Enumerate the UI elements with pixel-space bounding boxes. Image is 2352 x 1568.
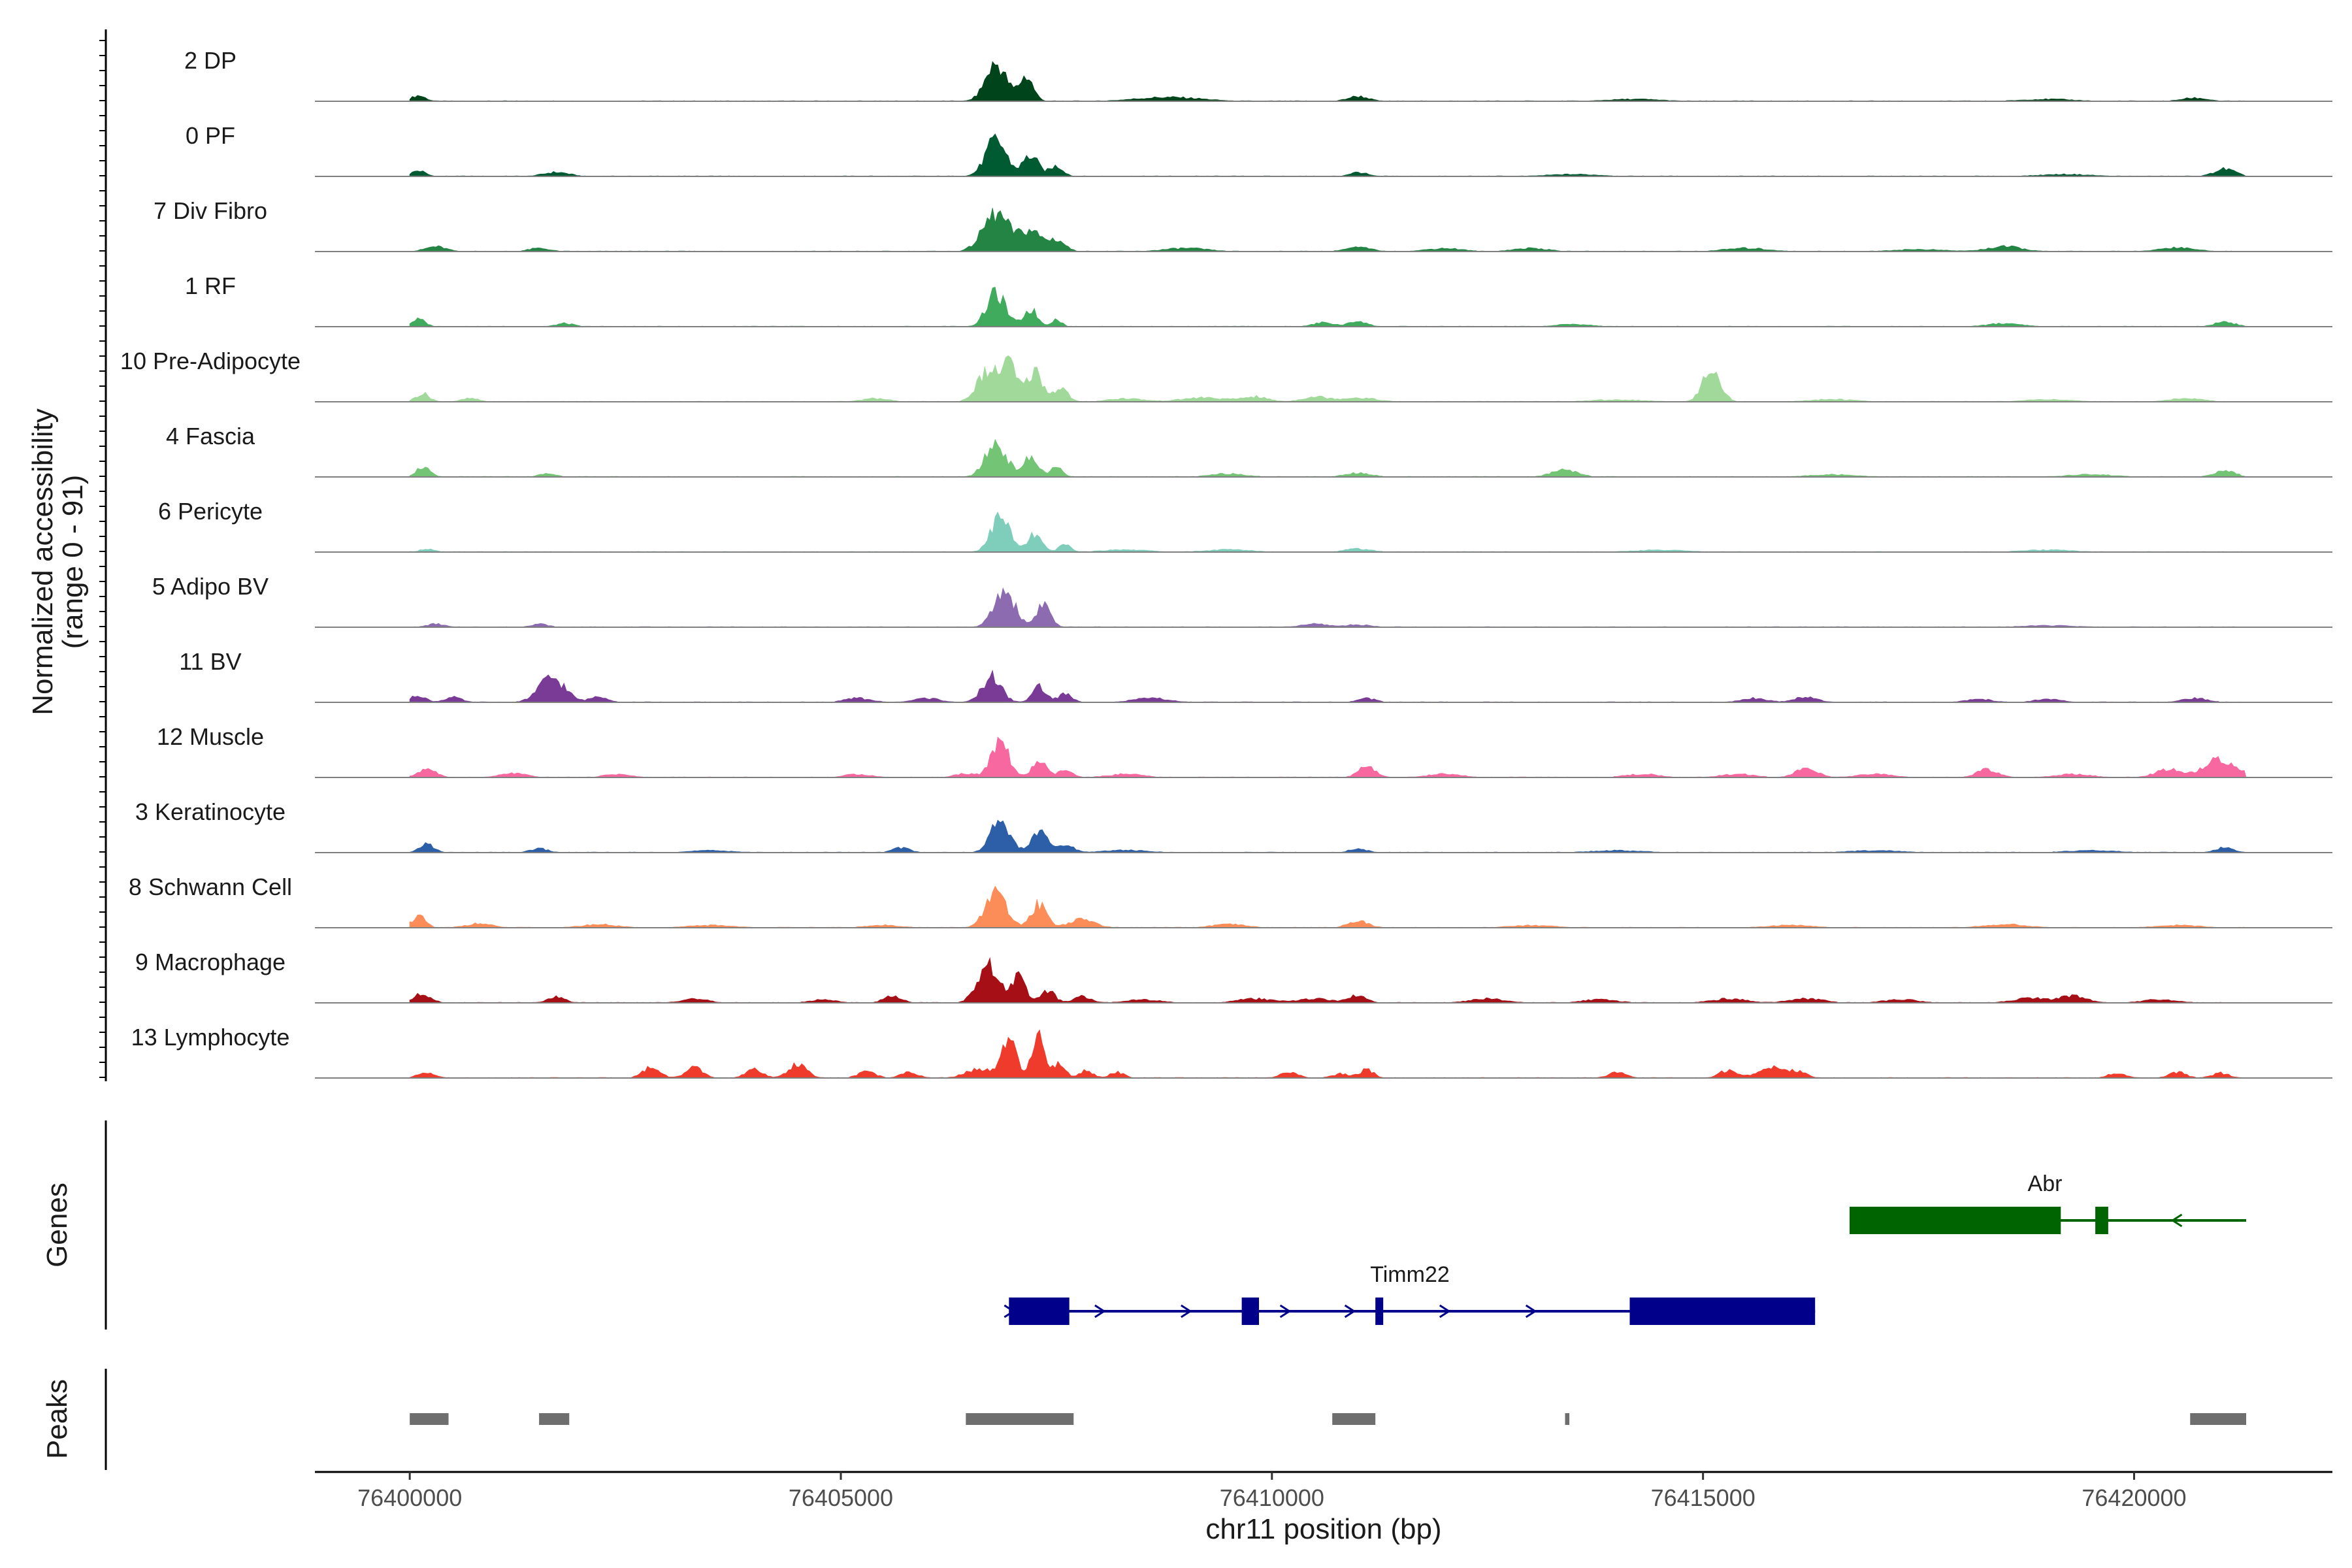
track-12: 9 Macrophage — [135, 949, 2332, 1004]
gene-exon — [2095, 1207, 2108, 1234]
peak-region — [966, 1413, 1074, 1425]
strand-arrow — [1094, 1304, 1106, 1318]
gene-label: Abr — [2028, 1171, 2063, 1196]
peak-regions — [410, 1413, 2247, 1425]
track-4: 10 Pre-Adipocyte — [120, 348, 2332, 402]
peak-region — [410, 1413, 449, 1425]
track-label: 8 Schwann Cell — [129, 874, 292, 900]
gene-exon — [1629, 1298, 1816, 1325]
peak-region — [1332, 1413, 1376, 1425]
x-tick-label: 76405000 — [789, 1484, 893, 1511]
peak-region — [539, 1413, 570, 1425]
track-label: 6 Pericyte — [158, 498, 263, 525]
x-tick-label: 76415000 — [1651, 1484, 1756, 1511]
gene-abr: Abr — [1849, 1171, 2247, 1234]
gene-timm22: Timm22 — [1004, 1262, 1816, 1325]
track-6: 6 Pericyte — [158, 498, 2332, 553]
track-10: 3 Keratinocyte — [135, 798, 2332, 853]
strand-arrow — [1004, 1304, 1016, 1318]
track-label: 11 BV — [179, 648, 241, 675]
track-0: 2 DP — [184, 47, 2332, 102]
strand-arrow — [1439, 1304, 1451, 1318]
track-1: 0 PF — [186, 122, 2332, 177]
y-axis-range: (range 0 - 91) — [57, 475, 89, 649]
peak-region — [1565, 1413, 1570, 1425]
gene-annotations: Abr Timm22 — [1004, 1171, 2247, 1325]
track-label: 13 Lymphocyte — [131, 1024, 290, 1051]
gene-exon — [1009, 1298, 1070, 1325]
track-label: 12 Muscle — [157, 723, 264, 750]
track-11: 8 Schwann Cell — [129, 874, 2332, 928]
gene-exon — [1241, 1298, 1260, 1325]
track-label: 7 Div Fibro — [154, 197, 267, 224]
track-label: 3 Keratinocyte — [135, 798, 286, 825]
y-axis-title: Normalized accessibility — [27, 408, 59, 715]
coverage-tracks: 2 DP 0 PF 7 Div Fibro 1 RF 10 Pre-Adipocyte 4… — [120, 47, 2332, 1079]
track-9: 12 Muscle — [157, 723, 2332, 778]
coverage-y-ticks — [99, 40, 106, 1078]
track-3: 1 RF — [185, 272, 2332, 327]
track-13: 13 Lymphocyte — [131, 1024, 2332, 1079]
strand-arrow — [1525, 1304, 1537, 1318]
track-label: 1 RF — [185, 272, 236, 299]
x-tick-label: 76420000 — [2082, 1484, 2186, 1511]
x-axis-ticks: 76400000 76405000 76410000 76415000 76420000 — [357, 1472, 2187, 1511]
gene-label: Timm22 — [1370, 1262, 1450, 1287]
track-2: 7 Div Fibro — [154, 197, 2332, 252]
track-label: 0 PF — [186, 122, 235, 149]
strand-arrow — [1344, 1304, 1356, 1318]
gene-exon — [1375, 1298, 1384, 1325]
genes-panel-label: Genes — [41, 1183, 73, 1267]
peaks-panel-label: Peaks — [41, 1379, 73, 1459]
strand-arrow — [1181, 1304, 1192, 1318]
gene-exon — [1849, 1207, 2061, 1234]
x-tick-label: 76400000 — [357, 1484, 462, 1511]
x-axis-title: chr11 position (bp) — [1205, 1513, 1441, 1545]
track-5: 4 Fascia — [166, 423, 2332, 478]
strand-arrow — [2170, 1213, 2183, 1228]
peak-region — [2190, 1413, 2247, 1425]
track-8: 11 BV — [179, 648, 2332, 703]
strand-arrow — [1279, 1304, 1292, 1318]
x-tick-label: 76410000 — [1220, 1484, 1324, 1511]
track-7: 5 Adipo BV — [152, 573, 2332, 628]
track-label: 2 DP — [184, 47, 237, 74]
track-label: 9 Macrophage — [135, 949, 286, 975]
track-label: 5 Adipo BV — [152, 573, 269, 600]
track-label: 4 Fascia — [166, 423, 255, 449]
track-label: 10 Pre-Adipocyte — [120, 348, 301, 374]
